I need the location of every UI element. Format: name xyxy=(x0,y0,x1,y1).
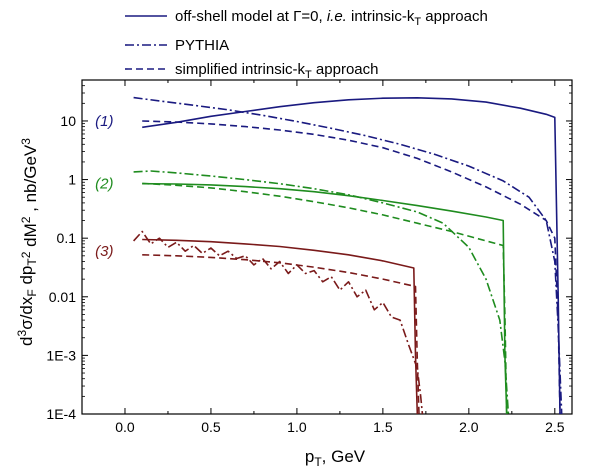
axes: 0.0 0.5 1.0 1.5 2.0 2.5 10 1 0.1 0.01 1E-3 1E-4 xyxy=(46,79,572,435)
series-line-2-dash xyxy=(142,182,508,415)
curve-label: (2) xyxy=(95,176,113,193)
series-line-3-dashdot xyxy=(133,230,424,415)
x-tick-label: 2.5 xyxy=(545,419,565,435)
x-tick-label: 2.0 xyxy=(459,419,479,435)
curve-label: (1) xyxy=(95,113,113,130)
series-line-1-solid xyxy=(142,97,561,415)
y-tick-label: 1 xyxy=(68,172,76,188)
y-tick-label: 1E-4 xyxy=(46,406,76,422)
plot-frame xyxy=(81,79,573,415)
y-tick-label: 1E-3 xyxy=(46,347,76,363)
y-axis-title: d3σ/dxF dpT2 dM2 , nb/GeV3 xyxy=(15,138,40,346)
series-line-3-solid xyxy=(142,238,419,415)
curve-labels: (1) (2) (3) xyxy=(95,113,113,260)
series-line-3-dash xyxy=(142,254,420,415)
y-tick-label: 0.1 xyxy=(57,230,77,246)
x-axis-title: pT, GeV xyxy=(305,447,366,469)
legend-label: simplified intrinsic-kT approach xyxy=(175,61,378,81)
legend-label: PYTHIA xyxy=(175,37,229,54)
legend-label: off-shell model at Γ=0, i.e. intrinsic-k… xyxy=(175,8,488,28)
series-group xyxy=(133,96,563,415)
series-line-1-dash xyxy=(142,120,561,415)
series-line-1-dashdot xyxy=(133,96,563,415)
x-tick-label: 1.5 xyxy=(373,419,393,435)
plot-area xyxy=(81,79,573,415)
series-line-2-solid xyxy=(142,182,508,415)
x-tick-label: 0.0 xyxy=(115,419,135,435)
y-tick-label: 10 xyxy=(60,113,76,129)
legend: off-shell model at Γ=0, i.e. intrinsic-k… xyxy=(125,8,488,81)
x-tick-label: 0.5 xyxy=(201,419,221,435)
x-tick-label: 1.0 xyxy=(287,419,307,435)
y-tick-label: 0.01 xyxy=(49,289,76,305)
curve-label: (3) xyxy=(95,243,113,260)
series-line-2-dashdot xyxy=(133,170,510,415)
